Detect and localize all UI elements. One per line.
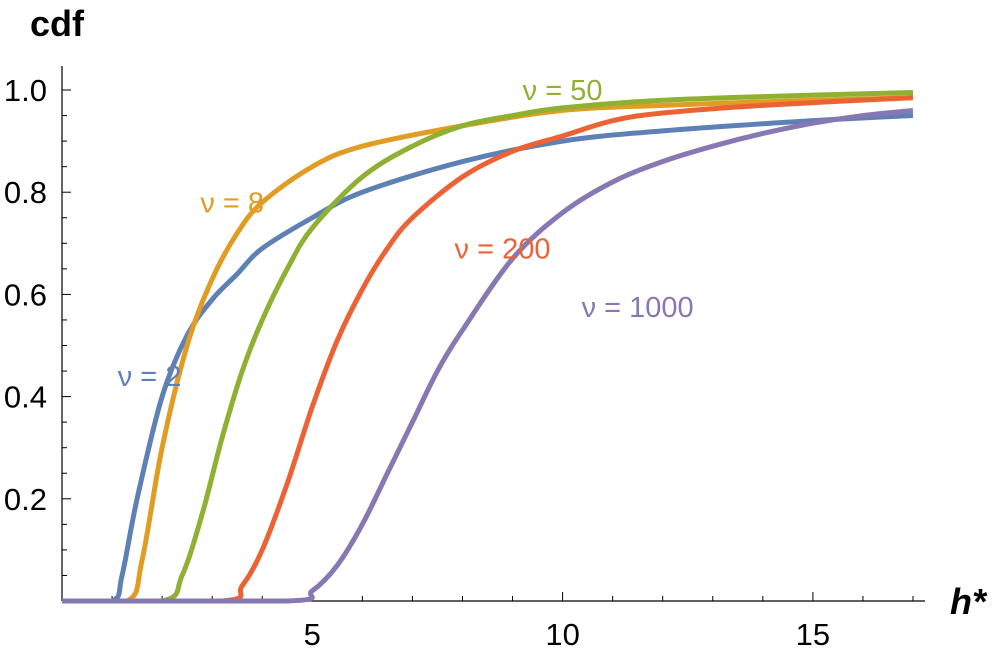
series-line-0: [62, 113, 914, 604]
x-tick-label: 10: [545, 617, 579, 652]
curve-label-0: ν = 2: [118, 361, 182, 393]
curve-label-4: ν = 1000: [582, 292, 694, 324]
series-line-1: [62, 95, 914, 604]
curve-label-1: ν = 8: [200, 187, 264, 219]
y-axis-title: cdf: [30, 3, 85, 44]
curve-label-3: ν = 200: [455, 233, 551, 265]
series-layer: [62, 90, 914, 604]
x-axis-title: h*: [950, 581, 988, 622]
y-tick-label: 1.0: [4, 73, 47, 108]
x-tick-label: 15: [796, 617, 830, 652]
y-tick-label: 0.4: [4, 380, 47, 415]
y-tick-label: 0.8: [4, 175, 47, 210]
y-tick-label: 0.6: [4, 277, 47, 312]
series-line-4: [62, 107, 914, 604]
y-tick-label: 0.2: [4, 482, 47, 517]
series-line-2: [62, 90, 914, 604]
series-line-3: [62, 95, 914, 604]
x-tick-label: 5: [304, 617, 321, 652]
curve-label-2: ν = 50: [523, 75, 603, 107]
labels-layer: ν = 2 ν = 8 ν = 50 ν = 200 ν = 1000: [118, 75, 694, 393]
